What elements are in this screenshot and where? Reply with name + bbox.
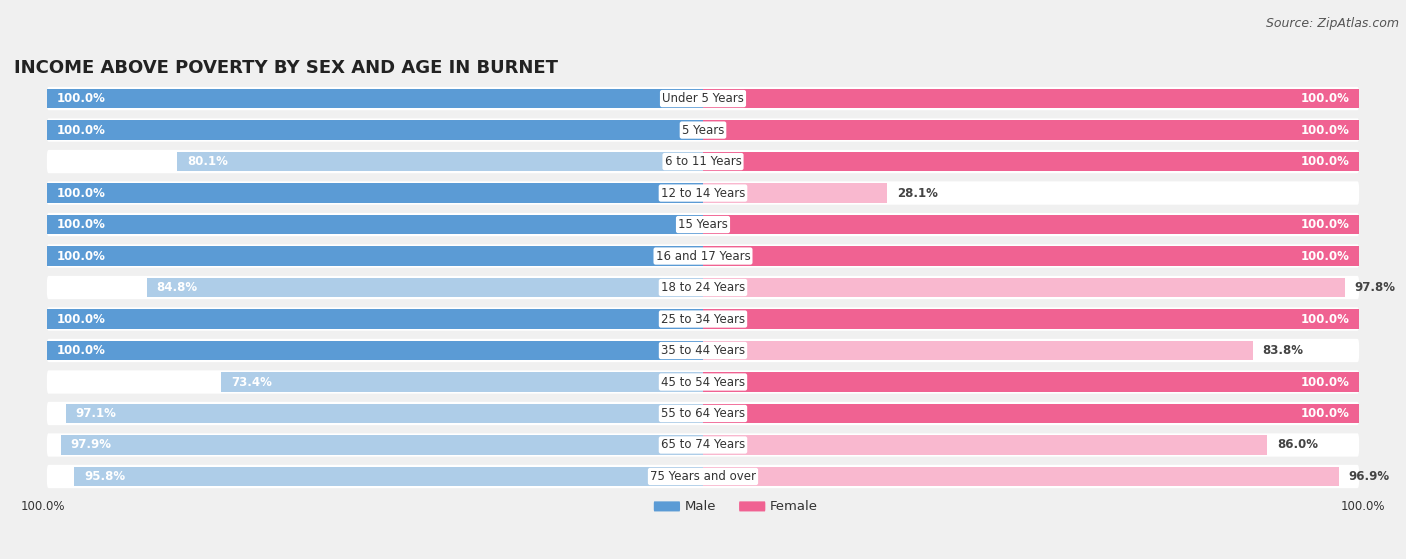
Bar: [75, 467, 703, 486]
Text: 100.0%: 100.0%: [56, 124, 105, 136]
Bar: [221, 372, 703, 392]
FancyBboxPatch shape: [654, 501, 681, 511]
Text: 12 to 14 Years: 12 to 14 Years: [661, 187, 745, 200]
Text: 35 to 44 Years: 35 to 44 Years: [661, 344, 745, 357]
FancyBboxPatch shape: [46, 87, 1360, 110]
Bar: [703, 278, 1344, 297]
FancyBboxPatch shape: [46, 307, 1360, 331]
Bar: [703, 372, 1360, 392]
Text: 100.0%: 100.0%: [1301, 155, 1350, 168]
Text: 97.1%: 97.1%: [76, 407, 117, 420]
Bar: [46, 183, 703, 203]
Bar: [703, 183, 887, 203]
Bar: [46, 215, 703, 234]
Bar: [703, 89, 1360, 108]
FancyBboxPatch shape: [46, 465, 1360, 488]
FancyBboxPatch shape: [46, 402, 1360, 425]
FancyBboxPatch shape: [46, 150, 1360, 173]
Bar: [703, 404, 1360, 423]
Text: 100.0%: 100.0%: [21, 500, 65, 513]
Text: 95.8%: 95.8%: [84, 470, 125, 483]
FancyBboxPatch shape: [46, 213, 1360, 236]
FancyBboxPatch shape: [46, 182, 1360, 205]
Text: 100.0%: 100.0%: [1301, 376, 1350, 389]
FancyBboxPatch shape: [46, 276, 1360, 299]
Bar: [60, 435, 703, 455]
Bar: [703, 215, 1360, 234]
Bar: [703, 435, 1267, 455]
Text: 100.0%: 100.0%: [56, 187, 105, 200]
Text: 18 to 24 Years: 18 to 24 Years: [661, 281, 745, 294]
Text: 83.8%: 83.8%: [1263, 344, 1303, 357]
Bar: [46, 247, 703, 266]
Text: 100.0%: 100.0%: [1301, 407, 1350, 420]
Text: 55 to 64 Years: 55 to 64 Years: [661, 407, 745, 420]
Text: 16 and 17 Years: 16 and 17 Years: [655, 249, 751, 263]
Text: Male: Male: [685, 500, 716, 513]
Text: 75 Years and over: 75 Years and over: [650, 470, 756, 483]
Text: Source: ZipAtlas.com: Source: ZipAtlas.com: [1265, 17, 1399, 30]
Text: Under 5 Years: Under 5 Years: [662, 92, 744, 105]
Bar: [703, 152, 1360, 171]
Text: 100.0%: 100.0%: [1341, 500, 1385, 513]
Bar: [66, 404, 703, 423]
Text: INCOME ABOVE POVERTY BY SEX AND AGE IN BURNET: INCOME ABOVE POVERTY BY SEX AND AGE IN B…: [14, 59, 558, 77]
Bar: [703, 341, 1253, 361]
Text: 100.0%: 100.0%: [1301, 312, 1350, 325]
FancyBboxPatch shape: [46, 119, 1360, 142]
Text: 100.0%: 100.0%: [1301, 92, 1350, 105]
Bar: [703, 120, 1360, 140]
FancyBboxPatch shape: [46, 339, 1360, 362]
Text: 100.0%: 100.0%: [56, 312, 105, 325]
Text: 25 to 34 Years: 25 to 34 Years: [661, 312, 745, 325]
Text: 100.0%: 100.0%: [56, 218, 105, 231]
Bar: [177, 152, 703, 171]
Bar: [703, 247, 1360, 266]
Bar: [703, 467, 1339, 486]
Text: 100.0%: 100.0%: [56, 92, 105, 105]
Bar: [46, 341, 703, 361]
Text: 100.0%: 100.0%: [56, 344, 105, 357]
Text: 65 to 74 Years: 65 to 74 Years: [661, 438, 745, 452]
Text: 73.4%: 73.4%: [231, 376, 273, 389]
Bar: [703, 309, 1360, 329]
FancyBboxPatch shape: [46, 433, 1360, 457]
Text: 100.0%: 100.0%: [1301, 218, 1350, 231]
FancyBboxPatch shape: [46, 244, 1360, 268]
Text: 96.9%: 96.9%: [1348, 470, 1389, 483]
Bar: [146, 278, 703, 297]
Text: 100.0%: 100.0%: [56, 249, 105, 263]
Text: 80.1%: 80.1%: [187, 155, 228, 168]
Text: 6 to 11 Years: 6 to 11 Years: [665, 155, 741, 168]
Text: Female: Female: [770, 500, 818, 513]
FancyBboxPatch shape: [740, 501, 765, 511]
FancyBboxPatch shape: [46, 371, 1360, 394]
Text: 15 Years: 15 Years: [678, 218, 728, 231]
Bar: [46, 120, 703, 140]
Text: 45 to 54 Years: 45 to 54 Years: [661, 376, 745, 389]
Text: 97.9%: 97.9%: [70, 438, 111, 452]
Text: 100.0%: 100.0%: [1301, 124, 1350, 136]
Text: 5 Years: 5 Years: [682, 124, 724, 136]
Bar: [46, 309, 703, 329]
Text: 86.0%: 86.0%: [1277, 438, 1317, 452]
Bar: [46, 89, 703, 108]
Text: 97.8%: 97.8%: [1354, 281, 1396, 294]
Text: 84.8%: 84.8%: [156, 281, 198, 294]
Text: 100.0%: 100.0%: [1301, 249, 1350, 263]
Text: 28.1%: 28.1%: [897, 187, 938, 200]
